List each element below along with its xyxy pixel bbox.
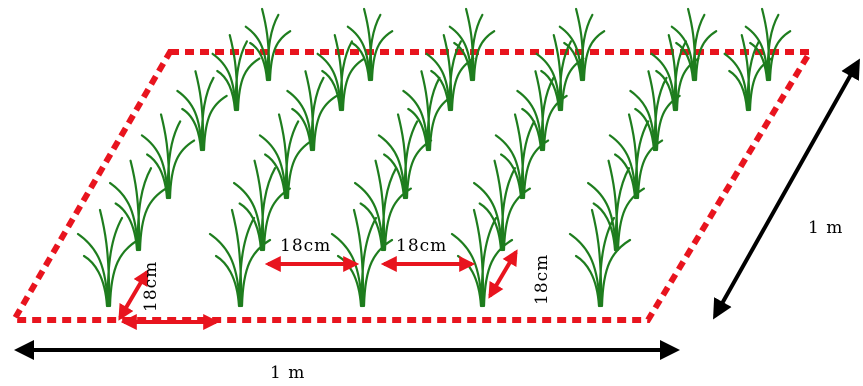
depth-arrow <box>713 58 860 320</box>
rice-plant <box>650 34 700 112</box>
rice-plant <box>535 34 585 112</box>
rice-plant <box>473 159 531 252</box>
rice-plants <box>76 7 792 308</box>
rice-plant <box>346 7 394 82</box>
rice-plant <box>109 159 167 252</box>
rice-plant <box>670 7 718 82</box>
rice-plant <box>208 208 272 308</box>
rice-plant <box>402 70 454 152</box>
rice-plant <box>568 208 632 308</box>
spacing-label-1: 18cm <box>280 236 331 256</box>
spacing-label-right-vertical: 18cm <box>532 254 552 305</box>
rice-plant <box>587 159 645 252</box>
rice-plant <box>176 70 228 152</box>
rice-plant <box>211 34 261 112</box>
rice-plant <box>723 34 773 112</box>
rice-plant <box>377 113 433 200</box>
spacing-arrow-diagonal-right <box>488 249 518 299</box>
rice-plant <box>244 7 292 82</box>
rice-plant <box>316 34 366 112</box>
rice-plant <box>140 113 196 200</box>
spacing-arrow-diagonal-left <box>118 269 149 321</box>
plot-border <box>8 49 816 323</box>
rice-plant <box>744 7 792 82</box>
width-label: 1 m <box>270 363 305 381</box>
depth-label: 1 m <box>808 218 843 238</box>
rice-plant <box>258 113 314 200</box>
rice-plant <box>494 113 550 200</box>
rice-plant <box>558 7 606 82</box>
spacing-label-left-vertical: 18cm <box>141 261 161 312</box>
rice-plant <box>448 7 496 82</box>
rice-plant <box>76 208 140 308</box>
rice-plant <box>286 70 338 152</box>
rice-plant <box>608 113 664 200</box>
spacing-label-2: 18cm <box>396 236 447 256</box>
